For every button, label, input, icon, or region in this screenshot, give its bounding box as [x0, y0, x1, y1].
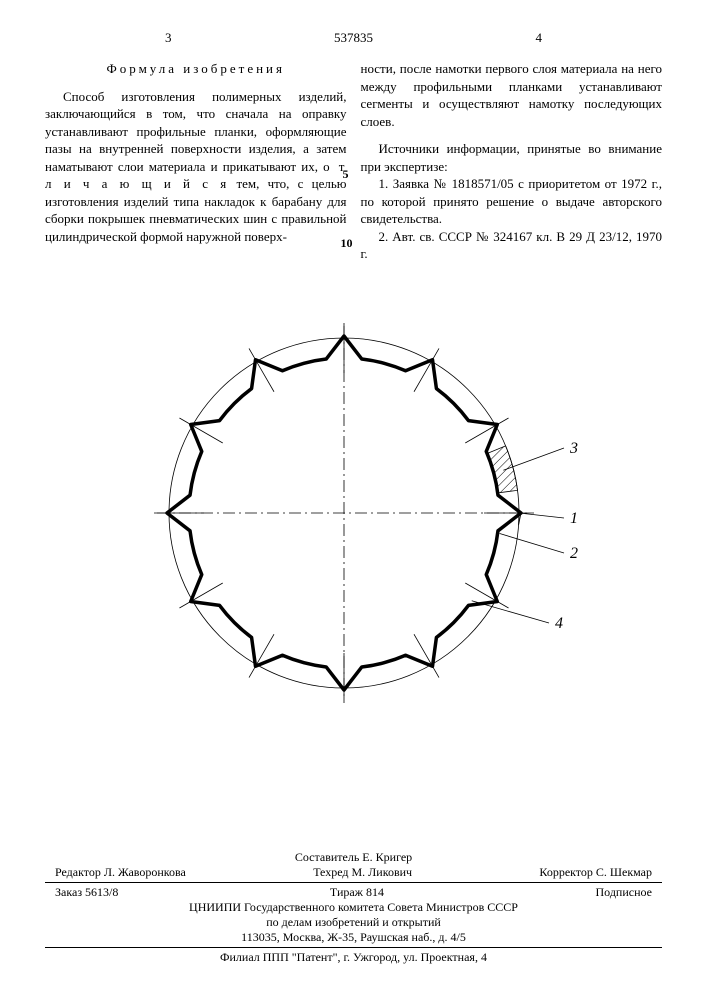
figure-label-2: 2	[570, 545, 578, 562]
claim-continuation: ности, после намотки первого слоя матери…	[361, 60, 663, 130]
figure-label-3: 3	[569, 440, 578, 457]
left-column-number: 3	[165, 30, 172, 46]
source-2: 2. Авт. св. СССР № 324167 кл. В 29 Д 23/…	[361, 228, 663, 263]
right-column: ности, после намотки первого слоя матери…	[361, 60, 663, 263]
editor: Редактор Л. Жаворонкова	[55, 865, 186, 880]
claim-part1: Способ изготовления полимерных изделий, …	[45, 89, 347, 174]
left-column: Формула изобретения Способ изготовления …	[45, 60, 347, 263]
corrector: Корректор С. Шекмар	[539, 865, 652, 880]
order-number: Заказ 5613/8	[55, 885, 118, 900]
organization-2: по делам изобретений и открытий	[45, 915, 662, 930]
address-1: 113035, Москва, Ж-35, Раушская наб., д. …	[45, 930, 662, 945]
compiler: Составитель Е. Кригер	[45, 850, 662, 865]
right-column-number: 4	[536, 30, 543, 46]
figure-label-4: 4	[555, 615, 563, 632]
patent-number: 537835	[334, 30, 373, 46]
figure-label-1: 1	[570, 510, 578, 527]
sources-title: Источники информации, принятые во вниман…	[361, 140, 663, 175]
organization-1: ЦНИИПИ Государственного комитета Совета …	[45, 900, 662, 915]
claim-text: Способ изготовления полимерных изделий, …	[45, 88, 347, 246]
source-1: 1. Заявка № 1818571/05 с приоритетом от …	[361, 175, 663, 228]
footer: Составитель Е. Кригер Редактор Л. Жаворо…	[45, 850, 662, 965]
subscription: Подписное	[596, 885, 653, 900]
figure: 3 1 2 4	[45, 303, 662, 727]
formula-title: Формула изобретения	[45, 60, 347, 78]
line-number-5: 5	[343, 166, 349, 182]
print-run: Тираж 814	[330, 885, 384, 900]
tech-editor: Техред М. Ликович	[313, 865, 412, 880]
line-number-10: 10	[341, 235, 353, 251]
address-2: Филиал ППП "Патент", г. Ужгород, ул. Про…	[45, 950, 662, 965]
